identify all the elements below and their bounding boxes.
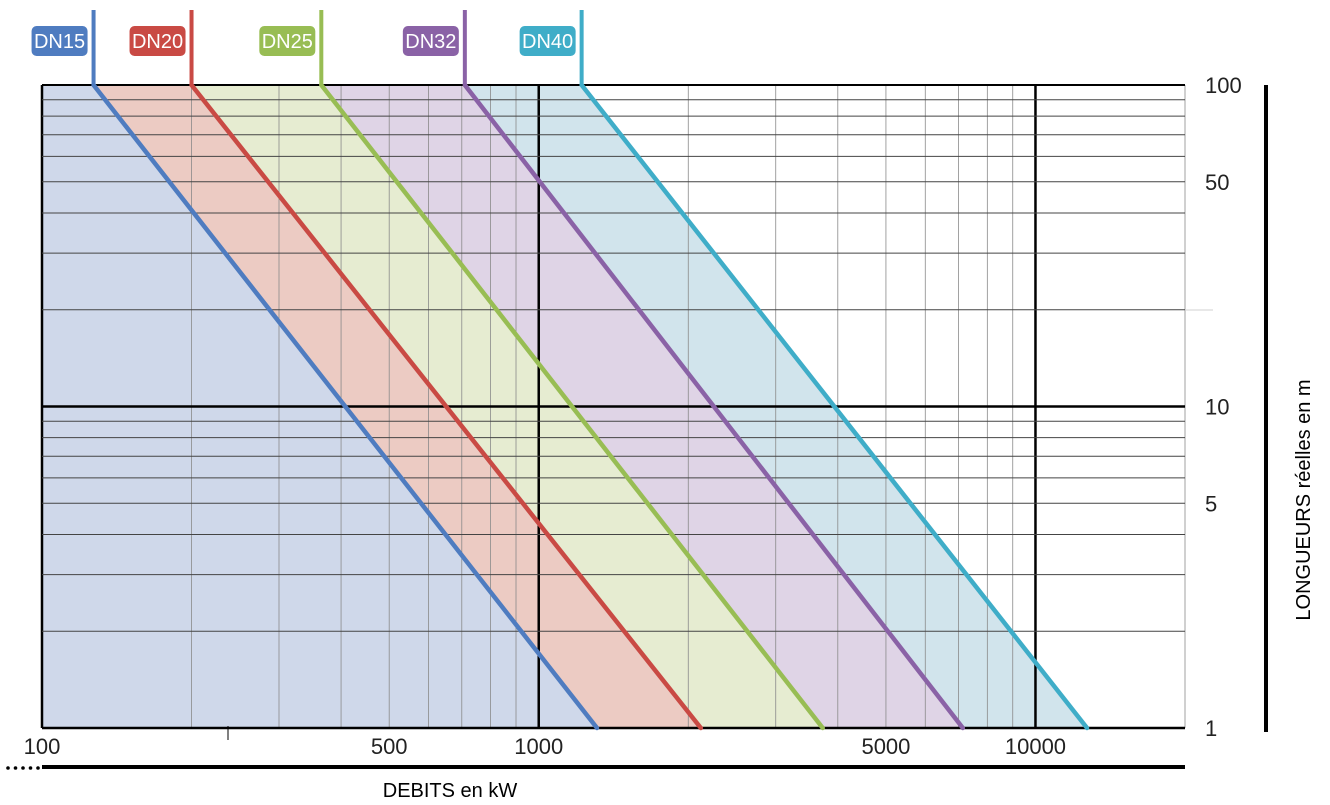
y-tick-label: 1: [1205, 716, 1217, 741]
series-lines: [91, 10, 1090, 731]
series-line-dn40: [579, 82, 1090, 731]
legend: DN15 DN20 DN25 DN32 DN40: [31, 26, 576, 56]
y-tick-label: 100: [1205, 73, 1242, 98]
x-axis-dot: [6, 766, 10, 770]
series-line-dn20: [189, 82, 704, 731]
legend-swatch-dn25: [259, 26, 316, 56]
legend-swatch-dn20: [129, 26, 186, 56]
x-tick-label: 100: [24, 734, 61, 759]
x-axis-dot: [13, 766, 18, 770]
legend-label-dn40: DN40: [522, 31, 573, 53]
y-tick-label: 5: [1205, 491, 1217, 516]
x-axis-title: DEBITS en kW: [383, 780, 518, 802]
legend-label-dn25: DN25: [262, 31, 313, 53]
legend-swatch-dn32: [402, 26, 459, 56]
legend-label-dn32: DN32: [405, 31, 456, 53]
legend-label-dn15: DN15: [34, 31, 85, 53]
tick-labels: 100 500 1000 5000 10000 100 50 10 5 1: [24, 73, 1242, 759]
series-line-dn32: [462, 82, 966, 731]
series-line-dn15: [91, 82, 600, 731]
x-tick-label: 10000: [1005, 734, 1066, 759]
grid: [40, 84, 1186, 730]
x-tick-label: 5000: [861, 734, 910, 759]
y-axis-title: LONGUEURS réelles en m: [1293, 379, 1315, 620]
legend-swatch-dn15: [31, 26, 88, 56]
series-line-dn25: [319, 82, 825, 731]
legend-label-dn20: DN20: [132, 31, 183, 53]
axes: [6, 85, 1268, 770]
x-axis-dot: [21, 766, 25, 770]
x-axis-dot: [28, 766, 33, 770]
x-axis-dot: [36, 766, 40, 770]
y-tick-label: 50: [1205, 170, 1229, 195]
y-tick-label: 10: [1205, 395, 1229, 420]
legend-swatch-dn40: [519, 26, 576, 56]
x-tick-label: 500: [371, 734, 408, 759]
x-tick-label: 1000: [514, 734, 563, 759]
